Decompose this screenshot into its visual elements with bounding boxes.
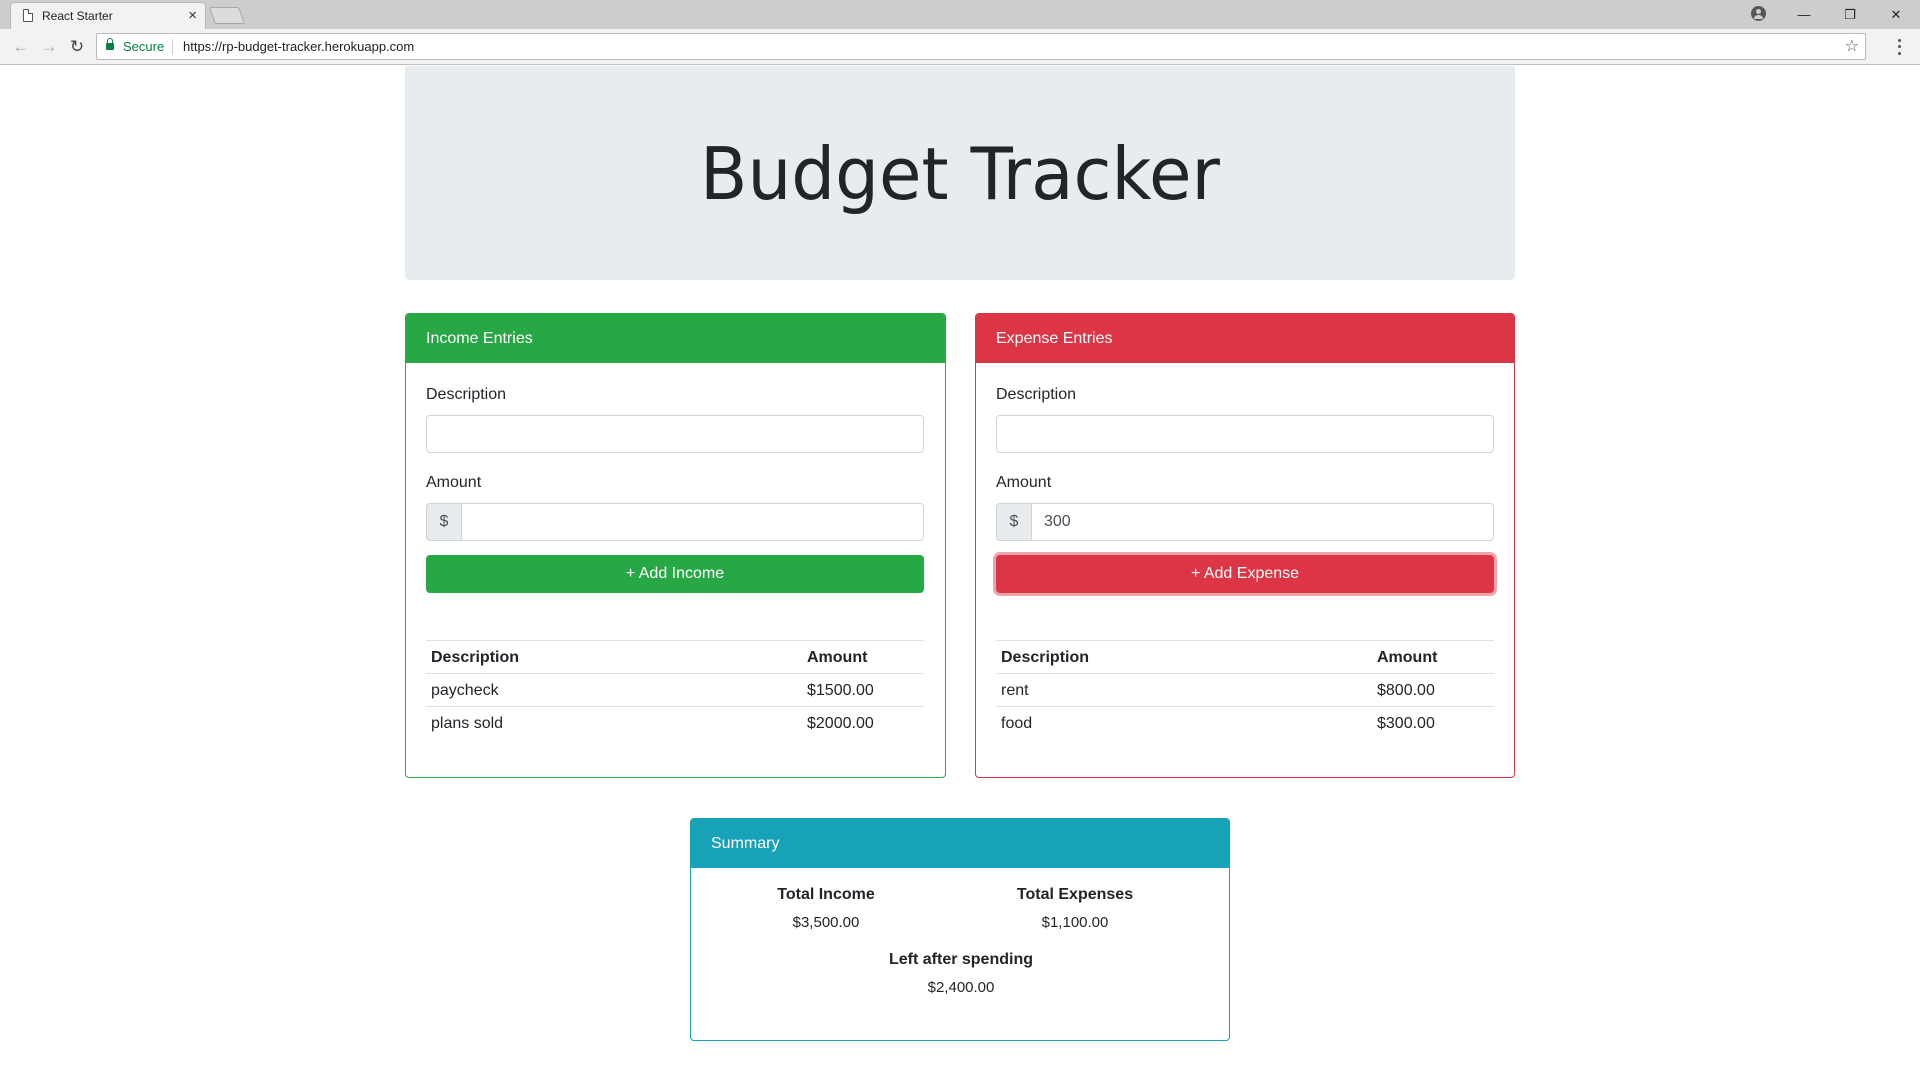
divider	[172, 39, 173, 55]
total-expenses: Total Expenses $1,100.00	[965, 886, 1185, 931]
total-expenses-value: $1,100.00	[1041, 914, 1109, 931]
row-description: food	[996, 706, 1372, 740]
add-expense-button[interactable]: + Add Expense	[996, 555, 1494, 593]
summary-card-header: Summary	[691, 819, 1229, 868]
profile-icon[interactable]	[1751, 6, 1766, 21]
expense-amount-label: Amount	[996, 474, 1052, 491]
url-text[interactable]: https://rp-budget-tracker.herokuapp.com	[183, 39, 415, 54]
bookmark-star-icon[interactable]: ☆	[1844, 38, 1859, 55]
table-row: plans sold $2000.00	[426, 706, 924, 740]
expense-card-body: Description Amount $ + Add Expense Descr…	[976, 363, 1514, 760]
expense-amount-group: $	[996, 503, 1494, 541]
income-card-header: Income Entries	[406, 314, 945, 363]
expense-table: Description Amount rent $800.00 food $30…	[996, 640, 1494, 740]
row-amount: $800.00	[1372, 673, 1494, 707]
page-icon	[23, 9, 33, 22]
currency-symbol: $	[996, 503, 1031, 541]
row-description: paycheck	[426, 673, 802, 707]
summary-body: Total Income $3,500.00 Total Expenses $1…	[691, 868, 1229, 1040]
expense-amount-input[interactable]	[1031, 503, 1494, 541]
income-amount-input[interactable]	[461, 503, 924, 541]
table-header-row: Description Amount	[996, 640, 1494, 674]
column-header-description: Description	[996, 640, 1372, 674]
total-income: Total Income $3,500.00	[716, 886, 936, 931]
left-after-spending-value: $2,400.00	[927, 979, 995, 996]
add-income-button[interactable]: + Add Income	[426, 555, 924, 593]
column-header-amount: Amount	[1372, 640, 1494, 674]
back-icon[interactable]: ←	[12, 37, 30, 56]
left-after-spending-label: Left after spending	[888, 951, 1033, 968]
income-amount-label: Amount	[426, 474, 482, 491]
browser-toolbar: ← → ↻ Secure https://rp-budget-tracker.h…	[0, 29, 1920, 65]
close-tab-icon[interactable]: ×	[188, 7, 197, 24]
table-header-row: Description Amount	[426, 640, 924, 674]
new-tab-button[interactable]	[208, 7, 246, 24]
total-income-label: Total Income	[777, 886, 875, 903]
income-table: Description Amount paycheck $1500.00 pla…	[426, 640, 924, 740]
table-row: rent $800.00	[996, 673, 1494, 707]
table-row: food $300.00	[996, 706, 1494, 740]
summary-card: Summary Total Income $3,500.00 Total Exp…	[690, 818, 1230, 1041]
income-card-body: Description Amount $ + Add Income Descri…	[406, 363, 945, 760]
secure-label: Secure	[123, 39, 165, 54]
currency-symbol: $	[426, 503, 461, 541]
row-amount: $1500.00	[802, 673, 924, 707]
total-expenses-label: Total Expenses	[1016, 886, 1134, 903]
income-description-input[interactable]	[426, 415, 924, 453]
table-row: paycheck $1500.00	[426, 673, 924, 707]
browser-menu-icon[interactable]	[1891, 37, 1907, 57]
row-amount: $2000.00	[802, 706, 924, 740]
close-window-button[interactable]: ✕	[1890, 6, 1902, 22]
expense-description-input[interactable]	[996, 415, 1494, 453]
restore-button[interactable]: ❐	[1844, 6, 1856, 22]
total-income-value: $3,500.00	[792, 914, 860, 931]
column-header-description: Description	[426, 640, 802, 674]
lock-icon	[106, 38, 114, 50]
minimize-button[interactable]: —	[1797, 7, 1811, 22]
forward-icon[interactable]: →	[40, 37, 58, 56]
row-description: rent	[996, 673, 1372, 707]
page-title: Budget Tracker	[700, 132, 1220, 216]
jumbotron: Budget Tracker	[405, 66, 1515, 280]
income-description-label: Description	[426, 386, 507, 403]
browser-tab-strip: React Starter × — ❐ ✕	[0, 0, 1920, 29]
expense-card-header: Expense Entries	[976, 314, 1514, 363]
row-amount: $300.00	[1372, 706, 1494, 740]
page-content: Budget Tracker Income Entries Descriptio…	[0, 66, 1920, 1076]
address-bar[interactable]: Secure https://rp-budget-tracker.herokua…	[96, 33, 1866, 60]
expense-description-label: Description	[996, 386, 1077, 403]
expense-card: Expense Entries Description Amount $ + A…	[975, 313, 1515, 778]
row-description: plans sold	[426, 706, 802, 740]
income-amount-group: $	[426, 503, 924, 541]
tab-title: React Starter	[42, 9, 113, 23]
browser-tab[interactable]: React Starter ×	[10, 2, 206, 29]
left-after-spending: Left after spending $2,400.00	[851, 951, 1071, 996]
column-header-amount: Amount	[802, 640, 924, 674]
reload-icon[interactable]: ↻	[69, 37, 85, 56]
income-card: Income Entries Description Amount $ + Ad…	[405, 313, 946, 778]
